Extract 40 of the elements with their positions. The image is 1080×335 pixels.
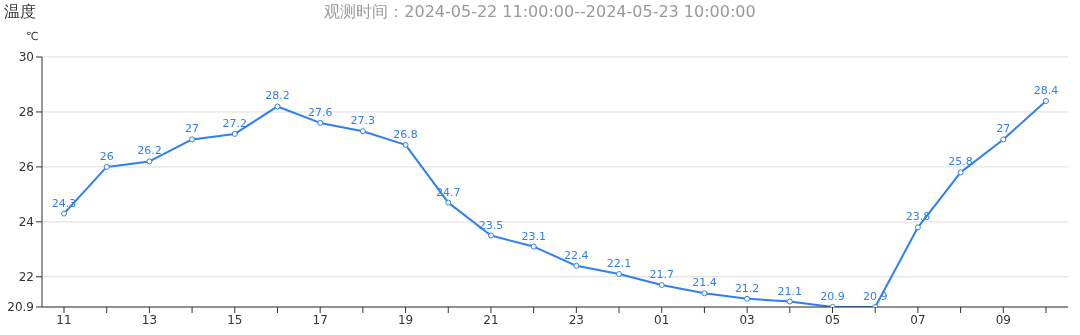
x-tick-label: 03 bbox=[739, 312, 755, 327]
data-label: 21.7 bbox=[649, 268, 674, 282]
data-label: 27.3 bbox=[350, 114, 376, 128]
y-tick-label: 24 bbox=[18, 215, 34, 230]
x-tick-label: 21 bbox=[483, 312, 499, 327]
data-label: 21.2 bbox=[734, 281, 760, 295]
data-label: 26.2 bbox=[137, 144, 162, 158]
data-label: 22.4 bbox=[564, 248, 589, 262]
y-tick-label: 28 bbox=[18, 105, 34, 120]
x-tick-label: 17 bbox=[312, 312, 328, 327]
data-label: 21.4 bbox=[692, 276, 717, 290]
y-tick-label: 22 bbox=[18, 270, 34, 285]
x-tick-label: 23 bbox=[568, 312, 584, 327]
x-tick-label: 13 bbox=[141, 312, 158, 327]
data-label: 26.8 bbox=[393, 127, 418, 141]
chart-subtitle: 观测时间：2024-05-22 11:00:00--2024-05-23 10:00:00 bbox=[324, 2, 756, 21]
y-tick-label: 30 bbox=[18, 50, 34, 65]
data-label: 28.2 bbox=[265, 89, 290, 103]
data-label: 23.1 bbox=[521, 229, 546, 243]
y-axis-title: ℃ bbox=[26, 30, 39, 43]
x-tick-label: 07 bbox=[910, 312, 926, 327]
data-label: 26 bbox=[99, 149, 114, 163]
data-label: 27.6 bbox=[307, 105, 333, 119]
data-label: 27.2 bbox=[222, 116, 248, 130]
data-label: 22.1 bbox=[606, 257, 632, 271]
x-tick-label: 09 bbox=[995, 312, 1011, 327]
x-tick-label: 15 bbox=[227, 312, 243, 327]
data-label: 25.8 bbox=[948, 155, 973, 169]
data-label: 28.4 bbox=[1033, 83, 1059, 97]
y-tick-label: 20.9 bbox=[7, 300, 34, 315]
x-tick-label: 05 bbox=[824, 312, 841, 327]
y-tick-label: 26 bbox=[18, 160, 34, 175]
data-label: 27 bbox=[996, 122, 1011, 136]
x-tick-label: 01 bbox=[654, 312, 670, 327]
data-label: 27 bbox=[185, 122, 200, 136]
x-tick-label: 19 bbox=[397, 312, 414, 327]
data-label: 20.9 bbox=[820, 290, 845, 303]
x-tick-label: 11 bbox=[56, 312, 72, 327]
data-label: 21.1 bbox=[777, 284, 803, 298]
chart-title: 温度 bbox=[4, 2, 36, 23]
